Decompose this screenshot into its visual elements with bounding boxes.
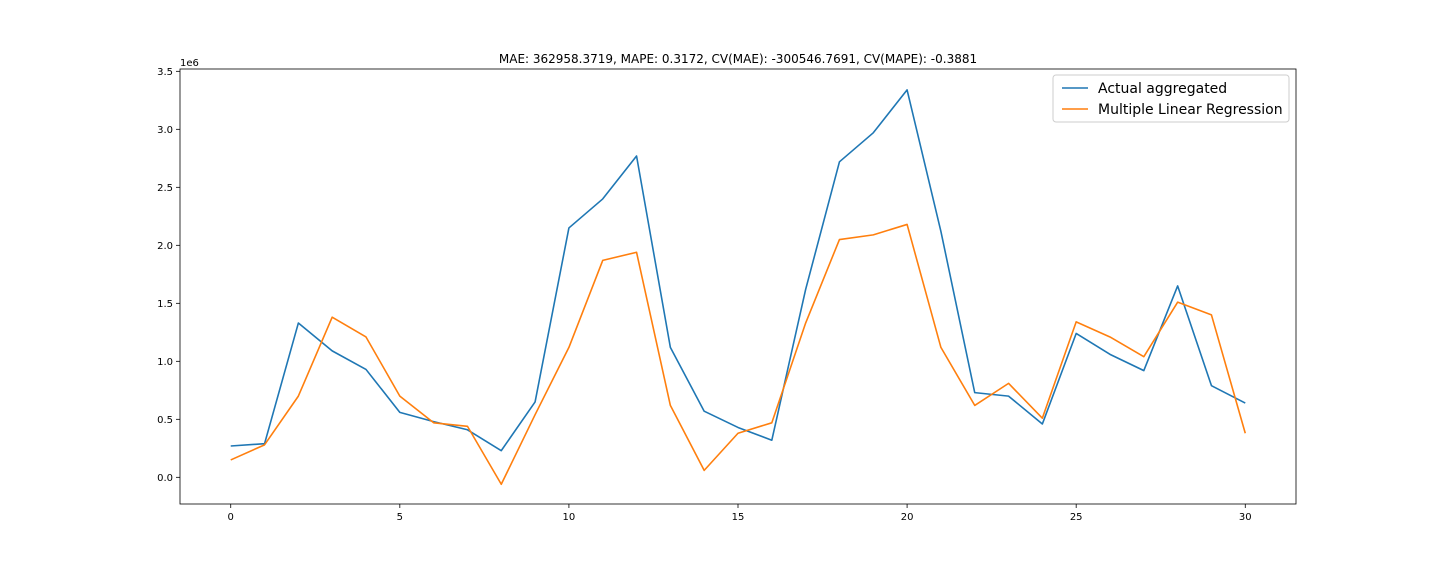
- chart-title: MAE: 362958.3719, MAPE: 0.3172, CV(MAE):…: [499, 52, 977, 66]
- x-tick-label: 0: [228, 512, 234, 523]
- x-tick-label: 5: [397, 512, 403, 523]
- x-tick-label: 25: [1070, 512, 1083, 523]
- y-tick-label: 3.0: [157, 125, 173, 136]
- series-line-actual: [230, 89, 1246, 452]
- legend-label-regression: Multiple Linear Regression: [1098, 102, 1283, 118]
- x-tick-label: 10: [563, 512, 576, 523]
- y-tick-label: 2.0: [157, 241, 173, 252]
- x-axis: 0 5 10 15 20 25 30: [228, 504, 1252, 523]
- legend-label-actual: Actual aggregated: [1098, 81, 1227, 97]
- x-tick-label: 15: [732, 512, 745, 523]
- y-tick-label: 2.5: [157, 183, 173, 194]
- y-tick-label: 0.0: [157, 473, 173, 484]
- y-axis: 0.0 0.5 1.0 1.5 2.0 2.5 3.0 3.5: [157, 67, 180, 484]
- legend-box: [1052, 74, 1290, 123]
- plot-area: [179, 68, 1297, 505]
- y-offset-label: 1e6: [180, 58, 199, 69]
- x-tick-label: 20: [901, 512, 914, 523]
- y-tick-label: 3.5: [157, 67, 173, 78]
- y-tick-label: 1.5: [157, 299, 173, 310]
- legend: Actual aggregated Multiple Linear Regres…: [1052, 74, 1290, 123]
- x-tick-label: 30: [1239, 512, 1252, 523]
- y-tick-label: 1.0: [157, 357, 173, 368]
- series-layer: [230, 89, 1247, 486]
- series-line-regression: [230, 223, 1247, 486]
- y-tick-label: 0.5: [157, 415, 173, 426]
